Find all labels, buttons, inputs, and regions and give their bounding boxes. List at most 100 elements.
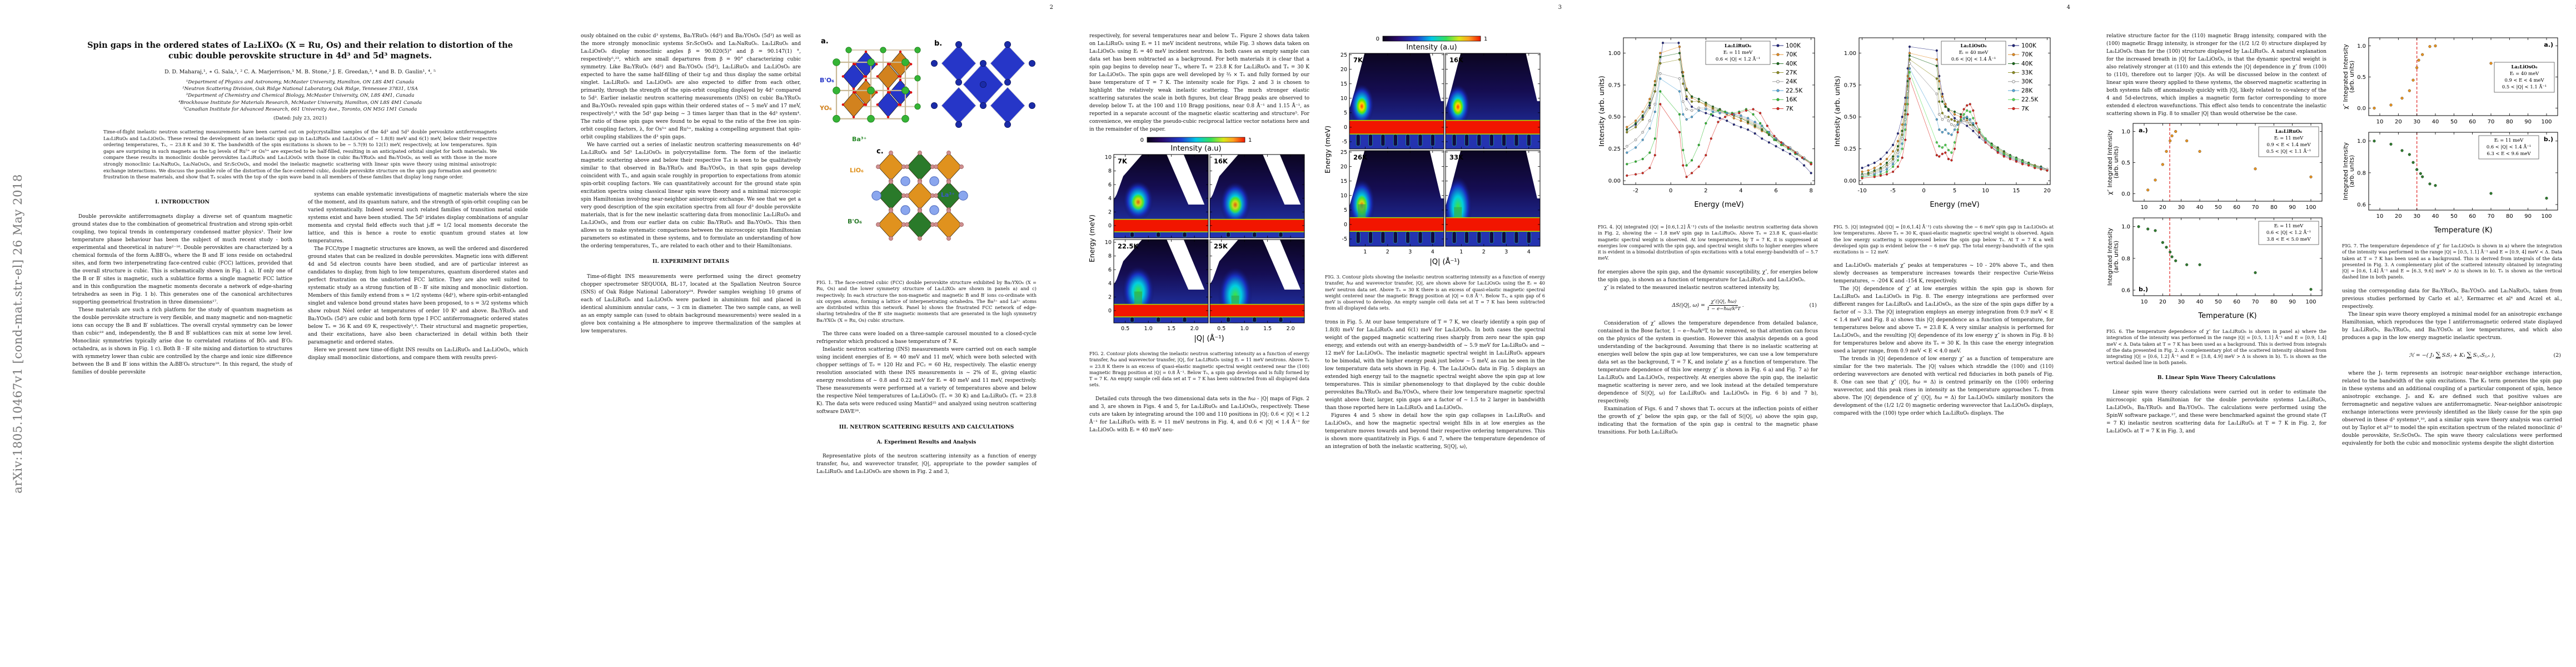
svg-text:0.8: 0.8 [2121, 256, 2130, 262]
affiliation-line: ⁴Brockhouse Institute for Materials Rese… [178, 99, 422, 106]
colorbar-label: Intensity (a.u) [1170, 145, 1221, 153]
svg-text:Ba³⁺: Ba³⁺ [852, 136, 867, 143]
svg-text:20: 20 [2395, 213, 2402, 220]
svg-text:La₂LiOsO₆: La₂LiOsO₆ [1960, 43, 1986, 48]
column: I. INTRODUCTION Double perovskite antifer… [72, 191, 292, 377]
series-T-series [2373, 140, 2548, 200]
arxiv-stamp-text: arXiv:1805.10467v1 [cond-mat.str-el] 26 … [11, 173, 24, 494]
svg-text:50: 50 [2215, 299, 2222, 305]
figure-fig2: 0 1 Intensity (a.u) Energy (meV) 7K 16K 22.5K 2… [1088, 135, 1309, 346]
panel-temperature-label: 33K [1449, 153, 1464, 161]
svg-text:0.50: 0.50 [1608, 115, 1621, 121]
series-28K [1861, 67, 2049, 178]
panel-temperature-label: 16K [1214, 157, 1228, 165]
svg-text:0.75: 0.75 [1844, 82, 1856, 88]
svg-text:-5: -5 [1342, 139, 1347, 145]
svg-text:80: 80 [2270, 205, 2278, 211]
colorbar [1382, 36, 1481, 42]
column: relative structure factor for the (110) … [2106, 32, 2326, 447]
heatmap-panel-16K: 16K [1209, 154, 1305, 238]
column: ously obtained on the cubic d³ systems, … [581, 32, 801, 476]
paragraph: The trends in |Q| dependence of low ener… [1833, 356, 2054, 417]
fig1-panel-c: c. LiO₆ B'O₆ La³⁺ [848, 147, 968, 241]
svg-text:La₂LiRuO₆: La₂LiRuO₆ [2275, 128, 2302, 134]
y-axis-label: Intensity (arb. units) [1598, 76, 1606, 147]
heatmap-panel-16K: 16K [1445, 53, 1541, 150]
svg-text:8: 8 [1810, 188, 1813, 194]
series-7K [1861, 77, 2049, 180]
svg-text:0.75: 0.75 [1608, 82, 1621, 88]
x-axis-label: Energy (meV) [1694, 201, 1743, 209]
svg-text:4: 4 [1739, 188, 1742, 194]
figure-fig1: a. B'O₆ YO₆ Ba³⁺ b. c. LiO₆ B'O₆ La³⁺ [816, 33, 1037, 275]
svg-text:B'O₆: B'O₆ [820, 77, 834, 84]
svg-text:30: 30 [2178, 299, 2185, 305]
svg-text:40: 40 [2196, 299, 2204, 305]
series-7K [1626, 102, 1812, 178]
svg-text:10: 10 [1982, 188, 1989, 194]
svg-text:0.9 < E < 1.4 meV: 0.9 < E < 1.4 meV [2266, 142, 2311, 147]
svg-text:Eᵢ = 11 meV: Eᵢ = 11 meV [2274, 135, 2304, 141]
svg-text:1.5: 1.5 [1167, 326, 1175, 332]
page-3: 3 respectively, for several temperatures… [1059, 0, 1567, 667]
paragraph: The linear spin wave theory employed a m… [2342, 311, 2562, 341]
svg-text:25: 25 [1341, 52, 1347, 58]
svg-text:0: 0 [1376, 36, 1379, 42]
svg-text:10: 10 [1105, 155, 1112, 161]
svg-text:0.5: 0.5 [2357, 74, 2366, 81]
scatter-panel: 10 20 30 40 50 60 70 80 90 100 0.6 0.8 1.0 [2357, 132, 2558, 220]
fig1-panel-a: a. B'O₆ YO₆ Ba³⁺ [819, 37, 921, 143]
svg-text:0.5: 0.5 [1217, 326, 1225, 332]
legend-box [2494, 62, 2555, 93]
svg-text:60: 60 [2233, 205, 2240, 211]
heatmap-panel-33K: 33K [1443, 150, 1541, 247]
svg-text:20: 20 [2159, 299, 2166, 305]
arxiv-watermark: arXiv:1805.10467v1 [cond-mat.str-el] 26 … [3, 0, 32, 667]
svg-text:0.6 < |Q| < 1.2 Å⁻¹: 0.6 < |Q| < 1.2 Å⁻¹ [2266, 229, 2311, 236]
svg-text:2: 2 [1108, 294, 1112, 300]
column: -10 -5 0 5 10 15 20 0.00 0.25 0.50 0.75 1.00 Energy … [1833, 32, 2054, 436]
svg-text:100: 100 [2541, 119, 2552, 125]
svg-text:70: 70 [2252, 205, 2259, 211]
affiliation-line: ¹Department of Physics and Astronomy, Mc… [186, 79, 415, 85]
svg-text:90: 90 [2524, 119, 2532, 125]
svg-text:70: 70 [2488, 119, 2495, 125]
svg-text:0.6 < |Q| < 1.4 Å⁻¹: 0.6 < |Q| < 1.4 Å⁻¹ [2487, 143, 2531, 150]
svg-text:-2: -2 [1633, 188, 1638, 194]
svg-text:1.00: 1.00 [1844, 51, 1856, 57]
svg-text:3: 3 [1408, 249, 1412, 255]
svg-text:LiO₆: LiO₆ [850, 167, 864, 174]
paragraph: using the corresponding data for Ba₂YRuO… [2342, 288, 2562, 310]
paragraph: χ″ is related to the measured inelastic … [1604, 285, 1780, 291]
legend-entry-70K: 70K [1786, 52, 1797, 58]
figure-caption: FIG. 7. The temperature dependence of χ″… [2342, 243, 2562, 280]
legend-entry-22.5K: 22.5K [1786, 87, 1803, 94]
panel-temperature-label: 22.5K [1118, 242, 1139, 250]
svg-text:5: 5 [1344, 207, 1347, 213]
svg-text:0.6: 0.6 [2121, 287, 2130, 293]
svg-text:6: 6 [1774, 188, 1777, 194]
legend-entry-7K: 7K [2021, 106, 2030, 112]
svg-text:20: 20 [2159, 205, 2166, 211]
legend-box [2478, 135, 2539, 160]
svg-text:Eᵢ = 11 meV: Eᵢ = 11 meV [1723, 49, 1753, 55]
figure-fig7: 10 20 30 40 50 60 70 80 90 100 0.0 0.5 1.0 χ″ Integra… [2342, 33, 2562, 238]
svg-text:0.00: 0.00 [1844, 178, 1856, 185]
cuts-figure: -2 0 2 4 6 8 0.00 0.25 0.50 0.75 1.00 Energy (meV) I… [1597, 37, 1815, 209]
svg-text:60: 60 [2469, 119, 2476, 125]
scatter-panel: 10 20 30 40 50 60 70 80 90 100 0.6 0.8 1.0 [2121, 217, 2323, 305]
y-axis-label: Energy (meV) [1089, 215, 1096, 262]
author-list: D. D. Maharaj,¹, ∗ G. Sala,¹, ² C. A. Ma… [165, 69, 436, 75]
paragraph: systems can enable systematic investigat… [308, 191, 528, 244]
svg-text:0.6 < |Q| < 1.2 Å⁻¹: 0.6 < |Q| < 1.2 Å⁻¹ [1716, 56, 1760, 62]
equation-eq2: ℋ = −( J₁ ∑ NN SᵢSⱼ + K₁ ∑ NN Sᵢ,ₓSⱼ,ₓ ),(… [2409, 350, 2561, 360]
svg-text:90: 90 [2289, 299, 2296, 305]
svg-text:0.8: 0.8 [2357, 170, 2366, 176]
figure-fig3: 0 1 Intensity (a.u) Energy (meV) 7K 16K 26K 33K… [1323, 33, 1545, 270]
svg-text:0: 0 [1140, 137, 1144, 143]
svg-text:100: 100 [2305, 205, 2316, 211]
svg-text:1.5: 1.5 [1263, 326, 1272, 332]
series-T-series [2146, 130, 2313, 192]
heatmap-panel-7K: 7K [1349, 53, 1444, 150]
svg-text:6.3 < E < 9.6 meV: 6.3 < E < 9.6 meV [2487, 151, 2531, 156]
